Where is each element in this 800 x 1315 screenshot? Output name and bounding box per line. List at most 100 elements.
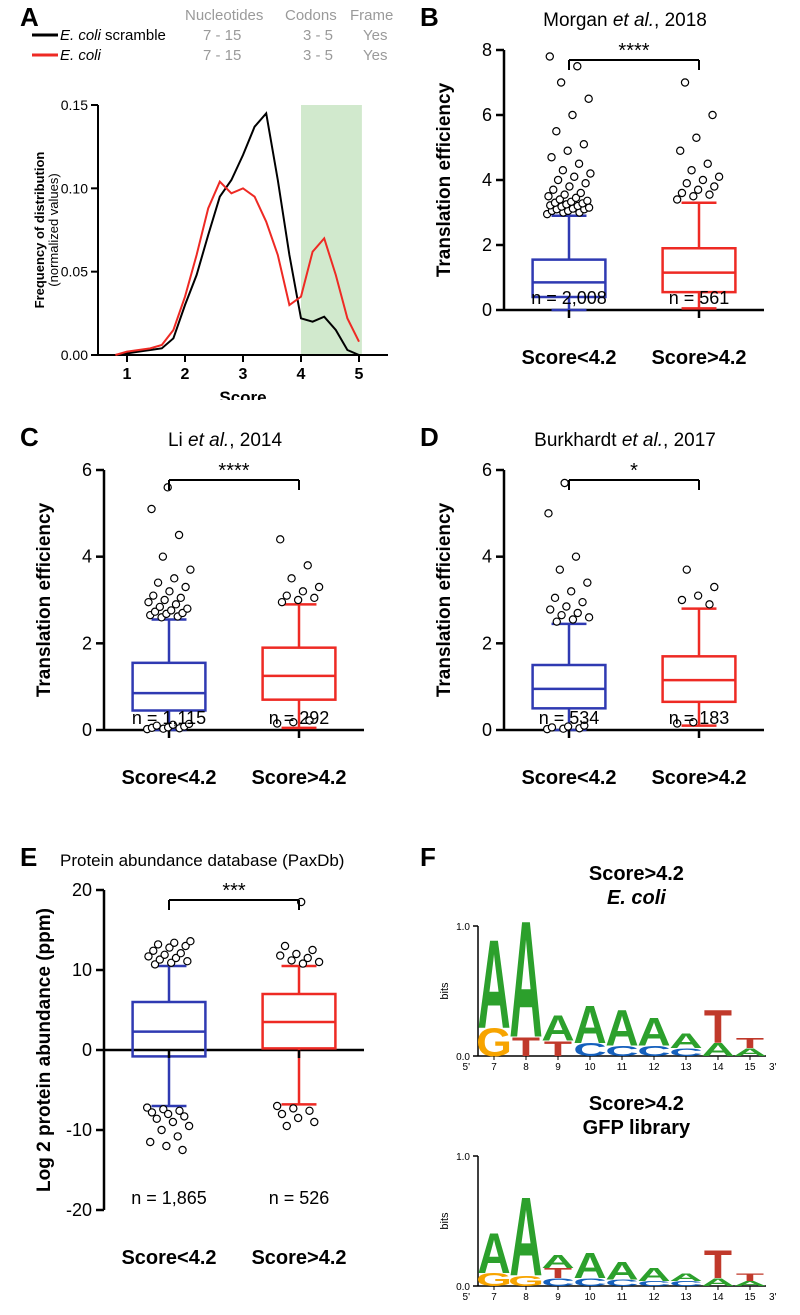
svg-text:A: A: [605, 1001, 638, 1057]
svg-text:0.05: 0.05: [61, 264, 88, 280]
svg-text:20: 20: [72, 880, 92, 900]
svg-text:Score>4.2: Score>4.2: [589, 1093, 684, 1115]
svg-text:7 - 15: 7 - 15: [203, 27, 241, 44]
svg-text:***: ***: [222, 880, 246, 902]
svg-text:1.0: 1.0: [456, 922, 470, 933]
svg-text:A: A: [573, 1246, 606, 1286]
svg-text:T: T: [704, 1243, 732, 1287]
svg-text:A: A: [605, 1256, 638, 1285]
svg-text:14: 14: [712, 1292, 724, 1300]
svg-text:6: 6: [482, 460, 492, 480]
svg-text:Translation efficiency: Translation efficiency: [434, 82, 455, 277]
svg-text:7: 7: [491, 1062, 497, 1073]
svg-text:bits: bits: [439, 1212, 451, 1230]
svg-text:2: 2: [482, 633, 492, 653]
svg-text:Score<4.2: Score<4.2: [521, 347, 616, 369]
svg-text:4: 4: [482, 170, 492, 190]
svg-text:10: 10: [72, 960, 92, 980]
svg-text:****: ****: [618, 40, 649, 62]
svg-text:8: 8: [482, 40, 492, 60]
svg-text:n = 292: n = 292: [269, 708, 330, 728]
svg-text:8: 8: [523, 1292, 529, 1300]
svg-text:9: 9: [555, 1292, 561, 1300]
svg-text:3': 3': [769, 1292, 777, 1300]
svg-text:Score>4.2: Score>4.2: [651, 767, 746, 789]
svg-text:*: *: [630, 460, 638, 482]
svg-text:9: 9: [555, 1062, 561, 1073]
svg-text:A: A: [509, 1176, 542, 1300]
svg-text:10: 10: [584, 1292, 596, 1300]
svg-text:Nucleotides: Nucleotides: [185, 7, 263, 24]
panel-f: Score>4.2E. coli0.01.0bits5'3'GA7TA8TA9C…: [420, 840, 790, 1300]
svg-text:Protein abundance database (Pa: Protein abundance database (PaxDb): [60, 851, 344, 870]
svg-text:0: 0: [82, 1040, 92, 1060]
svg-text:Yes: Yes: [363, 27, 387, 44]
svg-text:Score<4.2: Score<4.2: [521, 767, 616, 789]
svg-text:A: A: [669, 1271, 702, 1283]
svg-text:A: A: [477, 914, 510, 1055]
svg-text:Score<4.2: Score<4.2: [121, 767, 216, 789]
svg-text:2: 2: [181, 366, 190, 383]
svg-text:11: 11: [617, 1062, 628, 1073]
svg-text:Score>4.2: Score>4.2: [251, 767, 346, 789]
svg-text:E. coli: E. coli: [60, 47, 102, 64]
svg-text:A: A: [637, 1011, 670, 1055]
svg-text:5: 5: [355, 366, 364, 383]
svg-text:3 - 5: 3 - 5: [303, 27, 333, 44]
svg-text:15: 15: [744, 1062, 756, 1073]
svg-text:n = 526: n = 526: [269, 1188, 330, 1208]
svg-text:2: 2: [82, 633, 92, 653]
svg-text:6: 6: [82, 460, 92, 480]
svg-text:n = 561: n = 561: [669, 288, 730, 308]
svg-text:2: 2: [482, 235, 492, 255]
svg-text:Score>4.2: Score>4.2: [251, 1247, 346, 1269]
svg-text:T: T: [704, 1001, 732, 1053]
svg-text:4: 4: [82, 547, 92, 567]
svg-text:Li et al., 2014: Li et al., 2014: [168, 430, 283, 451]
svg-text:13: 13: [680, 1292, 692, 1300]
panel-e: Protein abundance database (PaxDb) -20 -10…: [20, 840, 390, 1300]
svg-text:14: 14: [712, 1062, 724, 1073]
svg-text:8: 8: [523, 1062, 529, 1073]
svg-text:3 - 5: 3 - 5: [303, 47, 333, 64]
svg-text:0.00: 0.00: [61, 347, 88, 363]
svg-text:Score>4.2: Score>4.2: [589, 863, 684, 885]
svg-text:T: T: [736, 1271, 765, 1283]
svg-text:A: A: [477, 1222, 510, 1286]
svg-text:4: 4: [482, 547, 492, 567]
svg-text:0: 0: [82, 720, 92, 740]
svg-text:7: 7: [491, 1292, 497, 1300]
svg-text:A: A: [573, 993, 606, 1054]
svg-text:A: A: [541, 1252, 574, 1272]
svg-text:-20: -20: [66, 1200, 92, 1220]
svg-text:Score: Score: [219, 388, 266, 400]
svg-text:E. coli scramble: E. coli scramble: [60, 27, 166, 44]
svg-text:T: T: [736, 1036, 764, 1052]
svg-text:E. coli: E. coli: [607, 887, 666, 909]
svg-text:0: 0: [482, 300, 492, 320]
svg-text:n = 2,008: n = 2,008: [531, 288, 607, 308]
svg-text:Log 2 protein abundance (ppm): Log 2 protein abundance (ppm): [34, 908, 55, 1192]
svg-text:1: 1: [123, 366, 132, 383]
svg-text:Translation efficiency: Translation efficiency: [434, 502, 455, 697]
svg-text:15: 15: [744, 1292, 756, 1300]
svg-text:Frame: Frame: [350, 7, 393, 24]
svg-text:7 - 15: 7 - 15: [203, 47, 241, 64]
svg-text:n = 1,865: n = 1,865: [131, 1188, 207, 1208]
svg-text:Yes: Yes: [363, 47, 387, 64]
svg-text:3: 3: [239, 366, 248, 383]
svg-text:Score>4.2: Score>4.2: [651, 347, 746, 369]
svg-text:11: 11: [617, 1292, 628, 1300]
svg-text:bits: bits: [439, 982, 451, 1000]
svg-text:(normalized values): (normalized values): [46, 173, 61, 286]
svg-text:n = 534: n = 534: [539, 708, 600, 728]
figure: ABCDEFNucleotidesCodonsFrameE. coli scra…: [0, 0, 800, 1315]
svg-text:12: 12: [648, 1062, 660, 1073]
svg-text:0: 0: [482, 720, 492, 740]
svg-text:12: 12: [648, 1292, 660, 1300]
svg-text:Burkhardt et al., 2017: Burkhardt et al., 2017: [534, 430, 716, 451]
svg-text:5': 5': [463, 1292, 471, 1300]
svg-text:-10: -10: [66, 1120, 92, 1140]
svg-text:****: ****: [218, 460, 249, 482]
svg-text:Frequency of distribution: Frequency of distribution: [32, 152, 47, 309]
